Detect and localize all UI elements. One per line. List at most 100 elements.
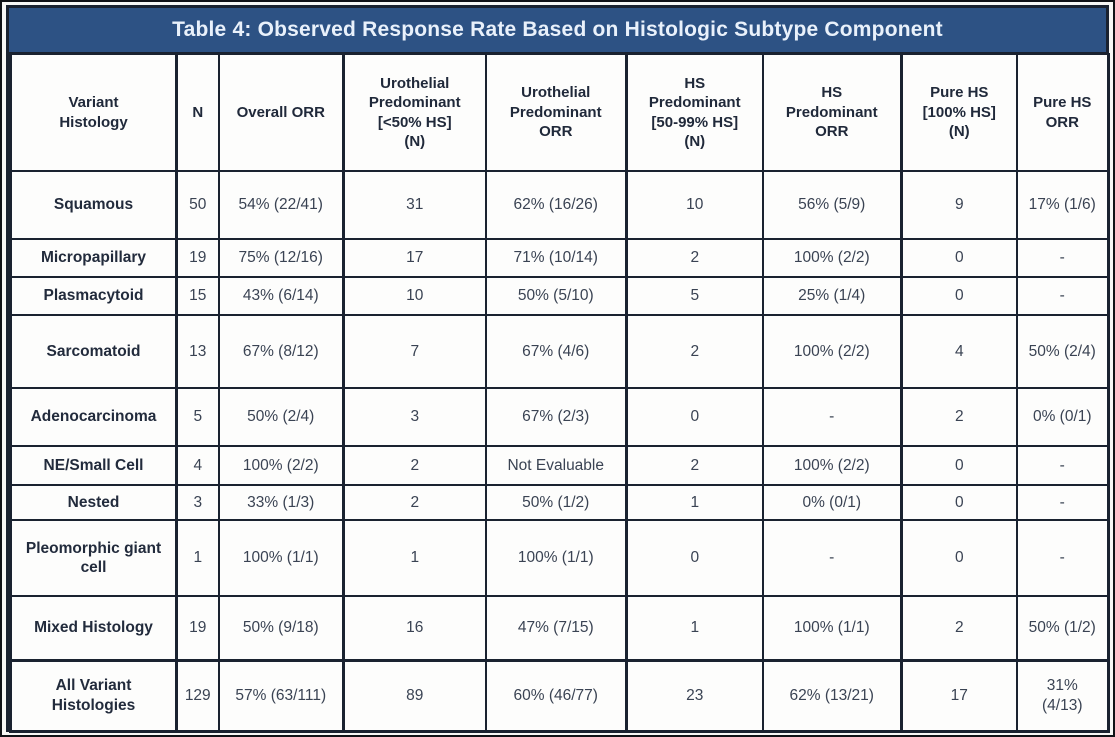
table-cell: 2 (625, 238, 764, 278)
table-row: NE/Small Cell 4 100% (2/2) 2 Not Evaluable 2 1… (9, 445, 1110, 486)
table-frame: Table 4: Observed Response Rate Based on… (6, 5, 1110, 733)
table-cell: 17 (900, 658, 1018, 733)
table-cell: 2 (900, 595, 1018, 661)
table-cell: 50% (1/2) (1015, 595, 1110, 661)
table-cell: - (761, 387, 903, 447)
table-cell: - (1015, 519, 1110, 597)
table-cell: 129 (175, 658, 220, 733)
column-header: Pure HS [100% HS] (N) (900, 53, 1018, 172)
table-cell: 15 (175, 276, 220, 316)
table-cell: 100% (2/2) (761, 314, 903, 389)
header-row: Variant Histology N Overall ORR Urothelial … (9, 53, 1110, 172)
table-cell: 31% (4/13) (1015, 658, 1110, 733)
table-cell: 50% (5/10) (484, 276, 628, 316)
table-row: Mixed Histology 19 50% (9/18) 16 47% (7/15) 1… (9, 595, 1110, 661)
table-cell: 0% (0/1) (761, 484, 903, 521)
row-label: Adenocarcinoma (9, 387, 178, 447)
table-cell: - (1015, 238, 1110, 278)
table-cell: 67% (2/3) (484, 387, 628, 447)
table-cell: 67% (4/6) (484, 314, 628, 389)
table-cell: 17% (1/6) (1015, 170, 1110, 240)
table-title: Table 4: Observed Response Rate Based on… (9, 8, 1106, 53)
table-cell: 16 (342, 595, 487, 661)
table-cell: 1 (175, 519, 220, 597)
table-cell: 2 (625, 445, 764, 486)
table-cell: 43% (6/14) (217, 276, 345, 316)
table-cell: 0 (900, 238, 1018, 278)
table-cell: 3 (175, 484, 220, 521)
table-cell: 0 (900, 276, 1018, 316)
table-cell: 5 (625, 276, 764, 316)
table-cell: - (1015, 445, 1110, 486)
row-label: Plasmacytoid (9, 276, 178, 316)
table-cell: 23 (625, 658, 764, 733)
row-label: Mixed Histology (9, 595, 178, 661)
table-cell: 2 (625, 314, 764, 389)
table-cell: 50% (2/4) (217, 387, 345, 447)
table-cell: 0 (900, 519, 1018, 597)
table-cell: 47% (7/15) (484, 595, 628, 661)
table-cell: 2 (342, 445, 487, 486)
table-cell: 100% (1/1) (484, 519, 628, 597)
table-cell: 0% (0/1) (1015, 387, 1110, 447)
table-cell: 10 (342, 276, 487, 316)
table-cell: 100% (1/1) (761, 595, 903, 661)
table-cell: 4 (175, 445, 220, 486)
table-cell: 100% (1/1) (217, 519, 345, 597)
table-cell: 2 (342, 484, 487, 521)
table-row: Pleomorphic giant cell 1 100% (1/1) 1 100% (… (9, 519, 1110, 597)
table-cell: 89 (342, 658, 487, 733)
table-cell: 3 (342, 387, 487, 447)
table-cell: 57% (63/111) (217, 658, 345, 733)
table-cell: 5 (175, 387, 220, 447)
table-cell: - (1015, 484, 1110, 521)
table-cell: 2 (900, 387, 1018, 447)
table-cell: 100% (2/2) (217, 445, 345, 486)
table-cell: 4 (900, 314, 1018, 389)
column-header: Variant Histology (9, 53, 178, 172)
table-row: All Variant Histologies 129 57% (63/111) 89… (9, 658, 1110, 733)
table-cell: 50% (9/18) (217, 595, 345, 661)
table-cell: 19 (175, 238, 220, 278)
column-header: HS Predominant ORR (761, 53, 903, 172)
table-row: Micropapillary 19 75% (12/16) 17 71% (10/14)… (9, 238, 1110, 278)
table-cell: 33% (1/3) (217, 484, 345, 521)
table-cell: 0 (900, 445, 1018, 486)
table-cell: 1 (625, 595, 764, 661)
table-cell: 71% (10/14) (484, 238, 628, 278)
table-row: Nested 3 33% (1/3) 2 50% (1/2) 1 0% (0/1) 0- (9, 484, 1110, 521)
table-cell: 1 (625, 484, 764, 521)
row-label: Micropapillary (9, 238, 178, 278)
table-cell: 19 (175, 595, 220, 661)
table-cell: 10 (625, 170, 764, 240)
response-rate-table: Variant Histology N Overall ORR Urothelial … (9, 53, 1110, 733)
table-cell: 100% (2/2) (761, 445, 903, 486)
table-row: Adenocarcinoma 5 50% (2/4) 3 67% (2/3) 0-2 0% … (9, 387, 1110, 447)
table-cell: 56% (5/9) (761, 170, 903, 240)
table-cell: 75% (12/16) (217, 238, 345, 278)
column-header: N (175, 53, 220, 172)
row-label: Sarcomatoid (9, 314, 178, 389)
column-header: Urothelial Predominant [<50% HS] (N) (342, 53, 487, 172)
column-header: Overall ORR (217, 53, 345, 172)
table-cell: 62% (13/21) (761, 658, 903, 733)
table-cell: 62% (16/26) (484, 170, 628, 240)
table-row: Squamous 50 54% (22/41) 31 62% (16/26) 10 56% … (9, 170, 1110, 240)
column-header: Urothelial Predominant ORR (484, 53, 628, 172)
table-cell: 17 (342, 238, 487, 278)
table-cell: - (1015, 276, 1110, 316)
row-label: NE/Small Cell (9, 445, 178, 486)
table-row: Sarcomatoid 13 67% (8/12) 7 67% (4/6) 2 100% (… (9, 314, 1110, 389)
table-cell: 1 (342, 519, 487, 597)
table-cell: 60% (46/77) (484, 658, 628, 733)
table-cell: 25% (1/4) (761, 276, 903, 316)
table-cell: 50% (2/4) (1015, 314, 1110, 389)
column-header: Pure HS ORR (1015, 53, 1110, 172)
row-label: Nested (9, 484, 178, 521)
row-label: All Variant Histologies (9, 658, 178, 733)
table-cell: 50 (175, 170, 220, 240)
table-cell: 13 (175, 314, 220, 389)
row-label: Pleomorphic giant cell (9, 519, 178, 597)
table-cell: 31 (342, 170, 487, 240)
